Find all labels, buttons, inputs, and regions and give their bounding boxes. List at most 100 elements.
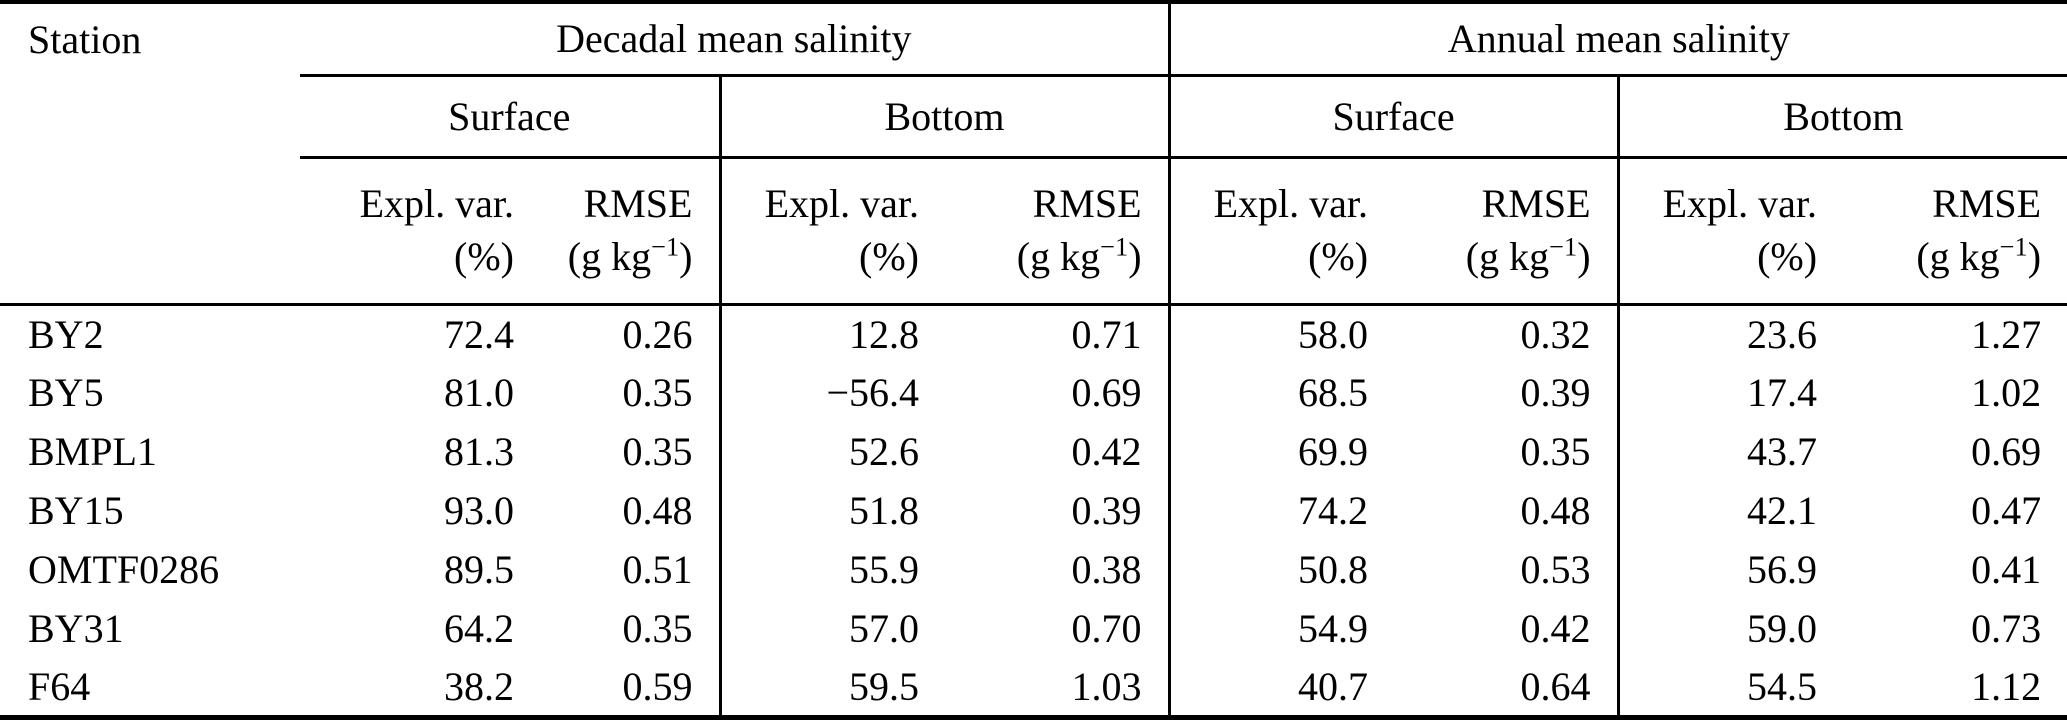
value-cell: 50.8: [1167, 540, 1395, 600]
value-cell: 0.47: [1971, 488, 2042, 534]
value-cell: 0.48: [1520, 488, 1591, 534]
value-cell: 0.48: [622, 488, 693, 534]
value-cell: 38.2: [444, 664, 514, 710]
value-cell: 0.39: [1071, 488, 1142, 534]
rmse-label: RMSE: [1032, 180, 1142, 226]
value-cell: 42.1: [1616, 481, 1844, 541]
value-cell: 23.6: [1616, 304, 1844, 364]
value-cell: 0.71: [1071, 311, 1142, 357]
value-cell: 1.02: [1971, 370, 2042, 416]
value-cell: 69.9: [1167, 422, 1395, 482]
rmse-unit-base: (g kg: [1016, 233, 1101, 279]
metric-header-rmse-annual-surface: RMSE (g kg−1): [1394, 157, 1619, 306]
rmse-unit-close: ): [679, 233, 693, 279]
metric-header-explvar-annual-bottom: Expl. var. (%): [1616, 157, 1844, 306]
subheader-annual-bottom: Bottom: [1616, 75, 2067, 159]
rmse-unit-base: (g kg: [1465, 233, 1550, 279]
group-header-annual: Annual mean salinity: [1167, 2, 2067, 77]
metric-header-explvar-decadal-surface: Expl. var. (%): [300, 157, 540, 306]
value-cell: 0.35: [622, 606, 693, 652]
value-cell: 12.8: [718, 304, 945, 364]
station-cell: BY31: [28, 606, 124, 652]
rmse-unit-base: (g kg: [1916, 233, 2000, 279]
value-cell: 0.32: [1520, 311, 1591, 357]
value-cell: 74.2: [1167, 481, 1395, 541]
group-header-decadal: Decadal mean salinity: [300, 2, 1170, 77]
value-cell: 0.41: [1971, 547, 2042, 593]
explvar-unit: (%): [454, 233, 514, 279]
value-cell: 1.03: [1071, 664, 1142, 710]
value-cell: 59.0: [1616, 599, 1844, 659]
value-cell: 0.59: [622, 664, 693, 710]
metric-header-row: Expl. var. (%) RMSE (g kg−1) Expl. var. …: [0, 157, 2067, 306]
value-cell: 43.7: [1616, 422, 1844, 482]
table-row: BY2 72.4 0.26 12.8 0.71 58.0 0.32 23.6 1…: [0, 304, 2067, 364]
value-cell: 89.5: [444, 547, 514, 593]
value-cell: 81.0: [444, 370, 514, 416]
station-cell: F64: [28, 664, 91, 710]
value-cell: 17.4: [1616, 363, 1844, 423]
value-cell: 0.73: [1971, 606, 2042, 652]
rmse-unit-close: ): [2027, 233, 2042, 279]
rmse-label: RMSE: [583, 180, 693, 226]
depth-header-row: Surface Bottom Surface Bottom: [0, 75, 2067, 159]
value-cell: 81.3: [444, 429, 514, 475]
station-cell: BY15: [28, 488, 124, 534]
value-cell: 56.9: [1616, 540, 1844, 600]
value-cell: 0.42: [1071, 429, 1142, 475]
station-column-spacer: [0, 157, 300, 306]
value-cell: 1.27: [1971, 311, 2042, 357]
subheader-annual-surface: Surface: [1167, 75, 1619, 159]
explvar-label: Expl. var.: [764, 180, 919, 226]
table-row: BY5 81.0 0.35 −56.4 0.69 68.5 0.39 17.4 …: [0, 363, 2067, 423]
rmse-label: RMSE: [1481, 180, 1591, 226]
rmse-unit-exponent: −1: [1549, 231, 1578, 262]
rmse-unit-base: (g kg: [567, 233, 652, 279]
table-row: BY15 93.0 0.48 51.8 0.39 74.2 0.48 42.1 …: [0, 481, 2067, 541]
metric-header-explvar-annual-surface: Expl. var. (%): [1167, 157, 1395, 306]
subheader-decadal-surface: Surface: [300, 75, 720, 159]
value-cell: 64.2: [444, 606, 514, 652]
value-cell: 0.53: [1520, 547, 1591, 593]
group-header-row: Station Decadal mean salinity Annual mea…: [0, 2, 2067, 77]
value-cell: 55.9: [718, 540, 945, 600]
value-cell: 52.6: [718, 422, 945, 482]
value-cell: 51.8: [718, 481, 945, 541]
value-cell: 93.0: [444, 488, 514, 534]
table-row: BY31 64.2 0.35 57.0 0.70 54.9 0.42 59.0 …: [0, 599, 2067, 659]
metric-header-rmse-decadal-bottom: RMSE (g kg−1): [945, 157, 1170, 306]
station-cell: BY5: [28, 370, 104, 416]
metric-header-rmse-decadal-surface: RMSE (g kg−1): [540, 157, 720, 306]
station-cell: OMTF0286: [28, 547, 220, 593]
explvar-label: Expl. var.: [1213, 180, 1369, 226]
explvar-label: Expl. var.: [1662, 180, 1818, 226]
table-row: F64 38.2 0.59 59.5 1.03 40.7 0.64 54.5 1…: [0, 658, 2067, 718]
value-cell: 54.9: [1167, 599, 1395, 659]
station-cell: BY2: [28, 311, 104, 357]
value-cell: 40.7: [1167, 658, 1395, 718]
subheader-decadal-bottom: Bottom: [718, 75, 1170, 159]
explvar-unit: (%): [859, 233, 919, 279]
value-cell: 0.26: [622, 311, 693, 357]
rmse-unit: (g kg−1): [540, 231, 693, 284]
value-cell: 57.0: [718, 599, 945, 659]
table-row: OMTF0286 89.5 0.51 55.9 0.38 50.8 0.53 5…: [0, 540, 2067, 600]
rmse-unit: (g kg−1): [1394, 231, 1591, 284]
value-cell: 0.38: [1071, 547, 1142, 593]
metric-header-explvar-decadal-bottom: Expl. var. (%): [718, 157, 945, 306]
rmse-unit-exponent: −1: [1999, 231, 2028, 262]
value-cell: 58.0: [1167, 304, 1395, 364]
rmse-label: RMSE: [1932, 180, 2042, 226]
value-cell: 0.64: [1520, 664, 1591, 710]
rmse-unit-close: ): [1577, 233, 1591, 279]
rmse-unit-close: ): [1128, 233, 1142, 279]
explvar-unit: (%): [1757, 233, 1818, 279]
value-cell: −56.4: [718, 363, 945, 423]
value-cell: 0.35: [622, 370, 693, 416]
value-cell: 68.5: [1167, 363, 1395, 423]
explvar-unit: (%): [1308, 233, 1369, 279]
metric-header-rmse-annual-bottom: RMSE (g kg−1): [1843, 157, 2067, 306]
value-cell: 54.5: [1616, 658, 1844, 718]
